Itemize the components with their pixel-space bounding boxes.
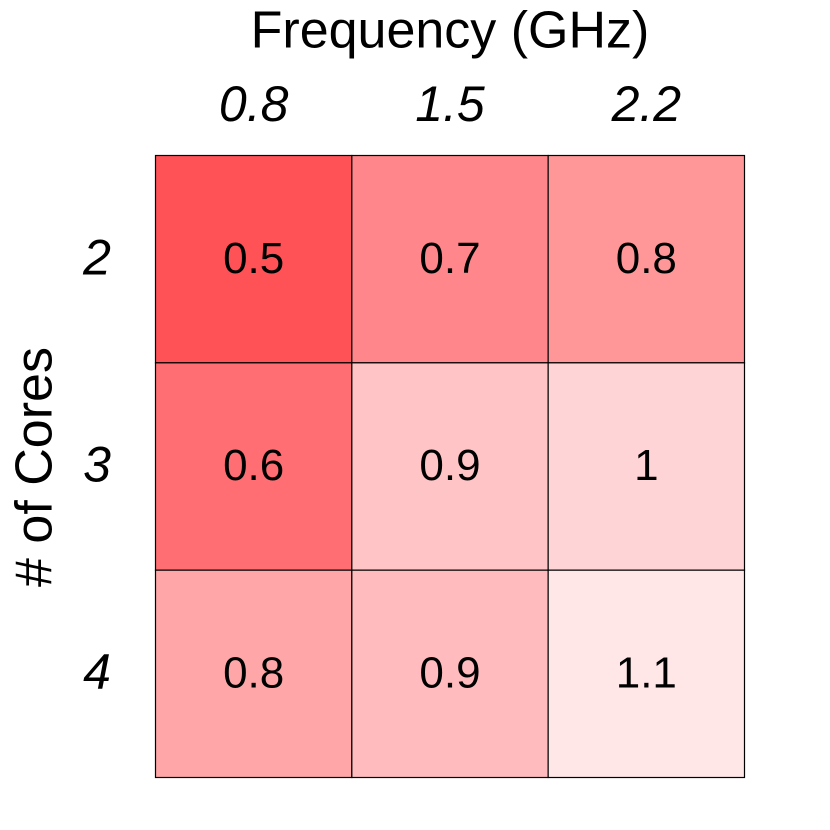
cell-value-label: 0.8 (223, 648, 284, 697)
y-tick-label: 2 (82, 229, 111, 285)
y-axis-title: # of Cores (6, 347, 64, 587)
heatmap-cell (154, 154, 353, 364)
y-tick-label: 4 (83, 644, 111, 700)
cell-value-label: 0.5 (223, 234, 284, 283)
cell-value-label: 0.6 (223, 441, 284, 490)
y-tick-label: 3 (83, 437, 111, 493)
cell-value-label: 0.9 (419, 441, 480, 490)
cell-value-label: 0.7 (419, 234, 480, 283)
heatmap-cell (154, 569, 353, 779)
heatmap-cell (351, 569, 549, 779)
cell-value-label: 1.1 (616, 648, 677, 697)
x-tick-label: 1.5 (415, 76, 485, 132)
cell-value-label: 0.9 (419, 648, 480, 697)
chart-title: Frequency (GHz) (251, 2, 650, 60)
heatmap-cell (547, 154, 746, 364)
x-tick-label: 2.2 (611, 76, 682, 132)
x-tick-label: 0.8 (219, 76, 289, 132)
heatmap-cell (351, 362, 549, 571)
cell-value-label: 0.8 (616, 234, 677, 283)
heatmap-cell (154, 362, 353, 571)
heatmap-cell (547, 362, 746, 571)
cell-value-label: 1 (634, 441, 658, 490)
heatmap-cell (351, 154, 549, 364)
heatmap-cell (547, 569, 746, 779)
